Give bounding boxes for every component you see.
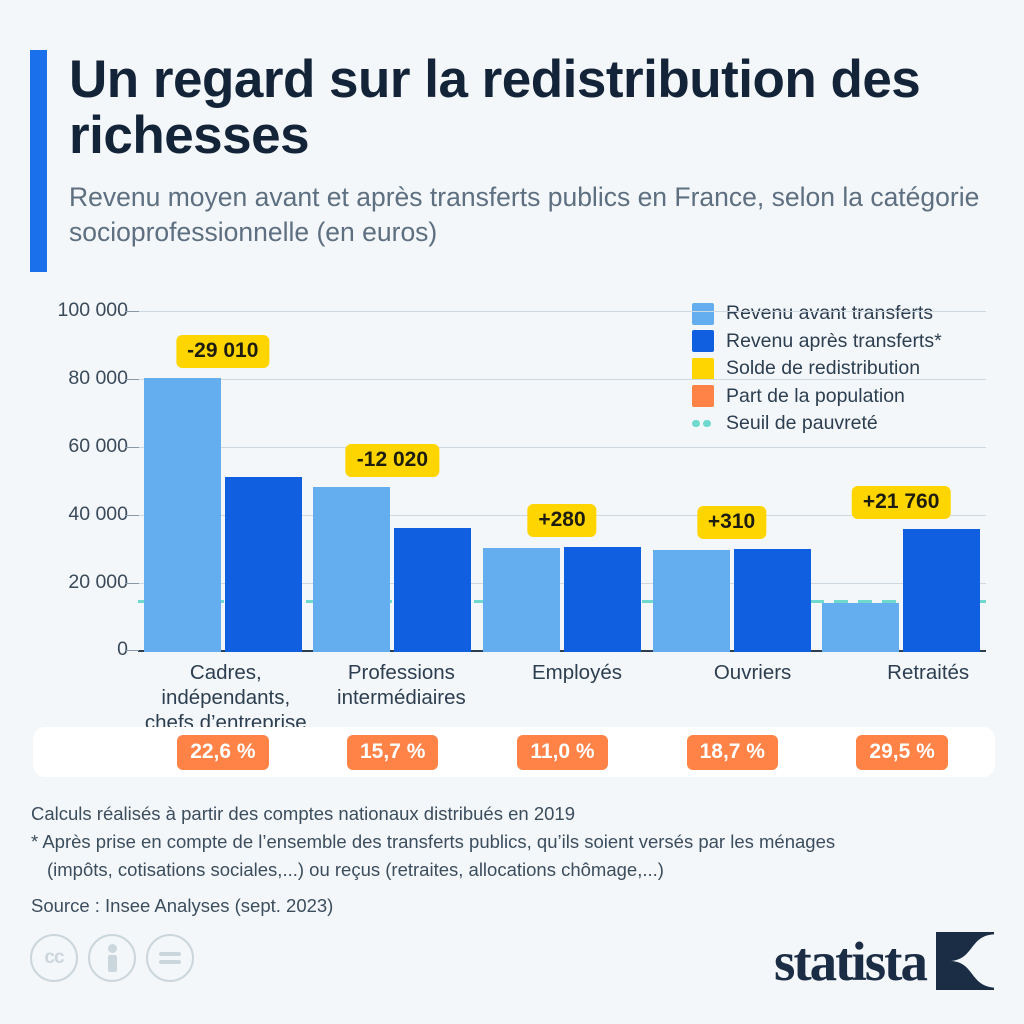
bar-group: +310 <box>647 312 817 652</box>
bar-before-transfers[interactable] <box>652 549 730 652</box>
footer: cc statista <box>30 930 994 998</box>
x-axis-category-label: Ouvriers <box>713 661 792 684</box>
bar-after-transfers[interactable] <box>563 547 641 652</box>
accent-bar <box>30 50 47 272</box>
legend-label: Part de la population <box>726 384 905 407</box>
population-share-row: 22,6 % 15,7 % 11,0 % 18,7 % 29,5 % <box>138 727 987 777</box>
population-share-cell: 18,7 % <box>647 734 817 770</box>
gridline: 60 000 <box>68 435 986 457</box>
legend-label: Seuil de pauvreté <box>726 412 878 435</box>
cc-by-person-icon <box>88 934 136 982</box>
chart-legend: Revenu avant transferts Revenu après tran… <box>692 300 992 438</box>
plot-area: 0 20 000 40 000 60 000 80 000 100 000 -29 010… <box>58 299 986 660</box>
page-title: Un regard sur la redistribution des rich… <box>69 50 921 166</box>
note-line-2: * Après prise en compte de l’ensemble de… <box>31 830 836 852</box>
legend-label: Revenu avant transferts <box>726 302 934 325</box>
y-axis-tick-mark <box>125 311 139 312</box>
bar-pair <box>647 312 817 652</box>
redistribution-balance-badge: +310 <box>696 505 767 539</box>
population-share-badge: 29,5 % <box>856 734 948 770</box>
population-share-panel: 22,6 % 15,7 % 11,0 % 18,7 % 29,5 % <box>33 727 995 777</box>
y-axis-tick-label: 80 000 <box>68 367 128 390</box>
y-axis-tick-mark <box>125 650 139 651</box>
header: Un regard sur la redistribution des rich… <box>30 50 990 272</box>
cc-icon: cc <box>30 934 78 982</box>
bar-group: +280 <box>477 312 647 652</box>
bar-groups: -29 010 -12 020 +280 +310 +21 760 <box>138 312 986 652</box>
legend-item[interactable]: Revenu avant transferts <box>692 300 992 328</box>
x-axis-category-label: Retraités <box>887 661 970 684</box>
legend-item[interactable]: Part de la population <box>692 383 992 411</box>
bar-after-transfers[interactable] <box>394 527 472 652</box>
y-axis-tick-mark <box>125 379 139 380</box>
bar-before-transfers[interactable] <box>143 377 221 652</box>
legend-dashed-marker-icon <box>692 413 714 435</box>
source-line: Source : Insee Analyses (sept. 2023) <box>31 895 334 917</box>
legend-item[interactable]: Revenu après transferts* <box>692 328 992 356</box>
population-share-badge: 18,7 % <box>686 734 778 770</box>
cc-icon-label: cc <box>44 947 64 968</box>
population-share-cell: 29,5 % <box>817 734 987 770</box>
cc-nd-equals-icon <box>146 934 194 982</box>
bar-pair <box>138 312 308 652</box>
population-share-badge: 11,0 % <box>517 734 608 770</box>
y-axis-tick-label: 100 000 <box>57 299 129 322</box>
page-subtitle: Revenu moyen avant et après transferts p… <box>69 182 980 247</box>
population-share-cell: 22,6 % <box>138 734 308 770</box>
y-axis-tick-mark <box>125 447 139 448</box>
population-share-badge: 15,7 % <box>347 734 439 770</box>
x-axis-category-label: Professions intermédiaires <box>337 661 466 709</box>
header-text: Un regard sur la redistribution des rich… <box>69 50 989 272</box>
redistribution-balance-badge: +280 <box>527 504 597 538</box>
bar-before-transfers[interactable] <box>313 487 391 652</box>
y-axis-tick-label: 60 000 <box>68 435 128 458</box>
statista-wordmark: statista <box>773 930 928 992</box>
bar-pair <box>477 312 647 652</box>
population-share-cell: 15,7 % <box>308 734 478 770</box>
note-line-3: (impôts, cotisations sociales,...) ou re… <box>47 858 664 880</box>
bar-after-transfers[interactable] <box>733 548 811 652</box>
x-axis-labels: Cadres, indépendants, chefs d’entreprise Pr… <box>138 660 1016 735</box>
statista-mark-icon <box>936 932 994 990</box>
legend-swatch-icon <box>692 357 714 380</box>
bar-after-transfers[interactable] <box>903 528 981 652</box>
bar-group: -29 010 <box>138 312 308 652</box>
bar-after-transfers[interactable] <box>224 476 302 652</box>
y-axis-tick-mark <box>125 515 139 516</box>
chart-container: Revenu avant transferts Revenu après tran… <box>30 296 994 716</box>
redistribution-balance-badge: -12 020 <box>345 444 440 478</box>
creative-commons-icons: cc <box>30 934 194 982</box>
legend-swatch-icon <box>692 330 714 353</box>
redistribution-balance-badge: -29 010 <box>176 334 270 368</box>
statista-logo: statista <box>774 932 994 990</box>
x-axis-category-label: Cadres, indépendants, chefs d’entreprise <box>144 661 307 734</box>
bar-group: -12 020 <box>308 312 478 652</box>
legend-label: Revenu après transferts* <box>726 329 942 352</box>
population-share-cell: 11,0 % <box>478 734 648 770</box>
bar-pair <box>308 312 478 652</box>
bar-before-transfers[interactable] <box>482 548 560 652</box>
redistribution-balance-badge: +21 760 <box>851 485 951 519</box>
bar-group: +21 760 <box>816 312 986 652</box>
bar-pair <box>816 312 986 652</box>
legend-swatch-icon <box>692 302 714 325</box>
note-line-1: Calculs réalisés à partir des comptes na… <box>31 803 575 824</box>
y-axis-tick-mark <box>125 583 139 584</box>
gridline: 20 000 <box>68 571 986 593</box>
x-axis-category-label: Employés <box>531 661 622 684</box>
footnotes: Calculs réalisés à partir des comptes na… <box>31 800 1001 920</box>
gridline: 100 000 <box>58 299 986 321</box>
gridline: 80 000 <box>68 367 986 389</box>
legend-label: Solde de redistribution <box>726 357 921 380</box>
y-axis-tick-label: 20 000 <box>68 571 128 594</box>
poverty-threshold-line <box>138 599 986 603</box>
x-axis-line: 0 <box>117 638 986 660</box>
legend-item[interactable]: Solde de redistribution <box>692 355 992 383</box>
bar-before-transfers[interactable] <box>822 602 900 652</box>
y-axis-tick-label: 40 000 <box>68 503 128 526</box>
legend-swatch-icon <box>692 385 714 408</box>
population-share-badge: 22,6 % <box>177 734 269 770</box>
legend-item[interactable]: Seuil de pauvreté <box>692 410 992 438</box>
y-axis-tick-label: 0 <box>117 638 128 661</box>
